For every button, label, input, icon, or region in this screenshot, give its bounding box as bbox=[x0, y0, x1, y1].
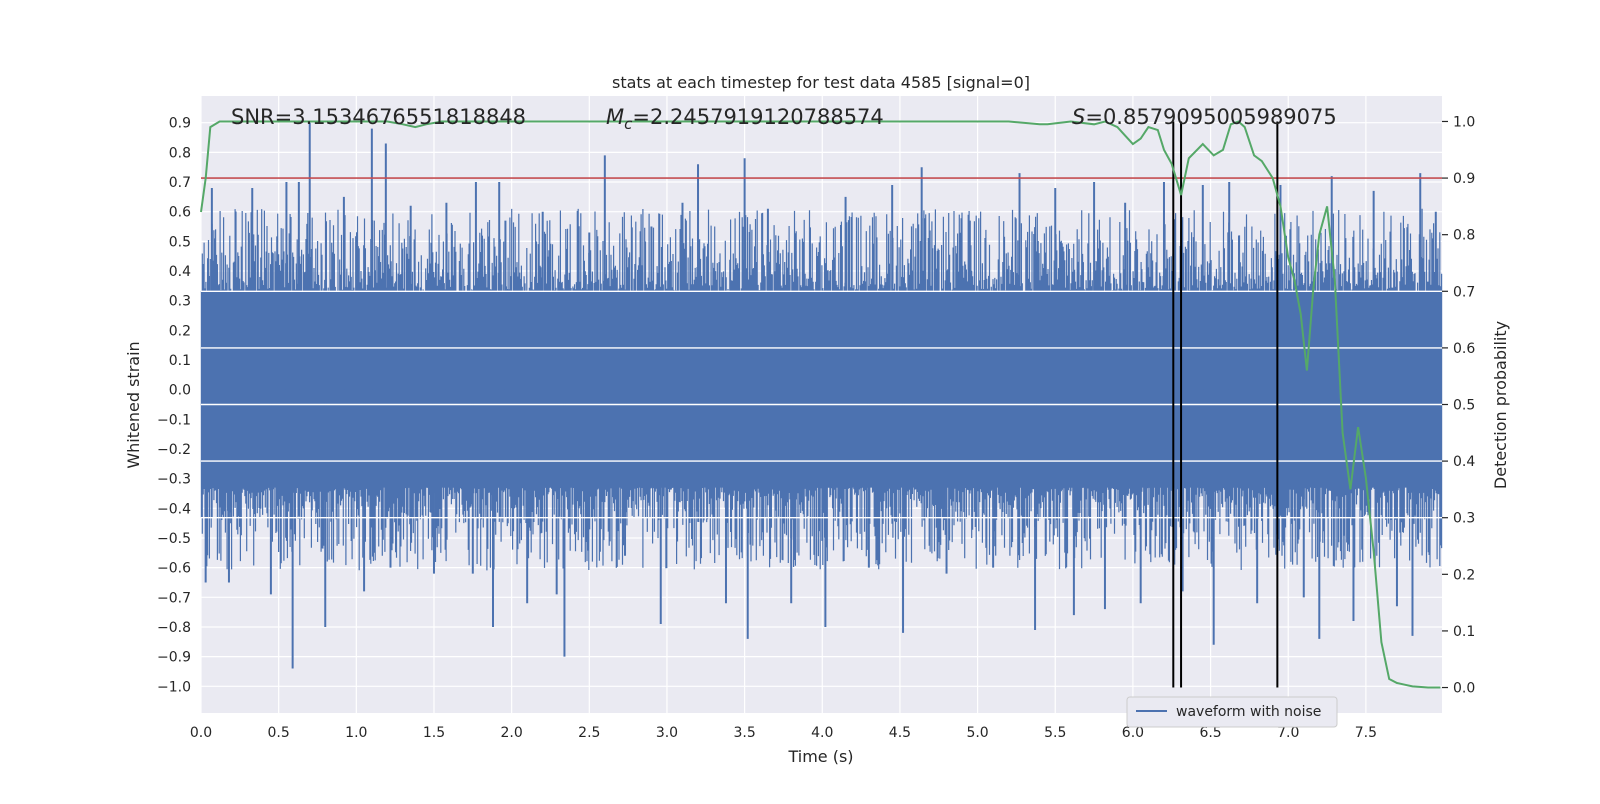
y-tick-label: 0.1 bbox=[169, 353, 191, 369]
y-tick-label: 0.6 bbox=[169, 205, 191, 221]
y-tick-label: −0.6 bbox=[157, 561, 191, 577]
s-symbol: S bbox=[1072, 105, 1085, 129]
legend: waveform with noise bbox=[1126, 696, 1338, 728]
grid-overlay bbox=[201, 290, 1442, 519]
waveform-series bbox=[200, 122, 1443, 669]
y-tick-label: −0.2 bbox=[157, 442, 191, 458]
legend-box bbox=[1126, 696, 1338, 728]
snr-annotation: SNR=3.1534676551818848 bbox=[231, 105, 526, 129]
x-tick-label: 0.5 bbox=[268, 725, 290, 741]
y2-tick-label: 0.3 bbox=[1453, 511, 1475, 527]
probability-series bbox=[200, 120, 1441, 689]
x-tick-label: 3.5 bbox=[733, 725, 755, 741]
chart-title: stats at each timestep for test data 458… bbox=[612, 73, 1030, 92]
probability-line bbox=[200, 120, 1441, 689]
y-tick-label: −0.5 bbox=[157, 531, 191, 547]
event-lines bbox=[1172, 121, 1279, 688]
y2-tick-label: 0.1 bbox=[1453, 624, 1475, 640]
x-tick-label: 5.0 bbox=[966, 725, 988, 741]
y-tick-label: −0.4 bbox=[157, 501, 191, 517]
y-tick-label: 0.2 bbox=[169, 323, 191, 339]
y-axis-right-ticks: 1.0 0.9 0.8 0.7 0.6 0.5 0.4 0.3 0.2 0.1 0.0 bbox=[1442, 114, 1475, 697]
y2-tick-label: 0.5 bbox=[1453, 398, 1475, 414]
y2-tick-label: 0.0 bbox=[1453, 681, 1475, 697]
y-tick-label: −0.1 bbox=[157, 412, 191, 428]
x-tick-label: 6.0 bbox=[1122, 725, 1144, 741]
x-axis-label: Time (s) bbox=[787, 747, 853, 766]
y2-tick-label: 0.8 bbox=[1453, 228, 1475, 244]
x-tick-label: 5.5 bbox=[1044, 725, 1066, 741]
mc-subscript: c bbox=[624, 115, 633, 133]
y2-tick-label: 0.9 bbox=[1453, 171, 1475, 187]
x-tick-label: 6.5 bbox=[1199, 725, 1221, 741]
y-tick-label: 0.7 bbox=[169, 175, 191, 191]
y-tick-label: 0.5 bbox=[169, 234, 191, 250]
y-tick-label: 0.8 bbox=[169, 145, 191, 161]
y2-tick-label: 0.2 bbox=[1453, 567, 1475, 583]
x-tick-label: 2.0 bbox=[501, 725, 523, 741]
mc-value: =2.2457919120788574 bbox=[632, 105, 883, 129]
x-tick-label: 3.0 bbox=[656, 725, 678, 741]
y-tick-label: −0.7 bbox=[157, 590, 191, 606]
y-tick-label: −0.8 bbox=[157, 620, 191, 636]
x-tick-label: 2.5 bbox=[578, 725, 600, 741]
y-tick-label: −0.3 bbox=[157, 472, 191, 488]
y-axis-right-label: Detection probability bbox=[1491, 321, 1510, 489]
y2-tick-label: 1.0 bbox=[1453, 114, 1475, 130]
legend-label: waveform with noise bbox=[1176, 704, 1321, 720]
y2-tick-label: 0.7 bbox=[1453, 284, 1475, 300]
x-tick-label: 0.0 bbox=[190, 725, 212, 741]
y-axis-ticks: 0.9 0.8 0.7 0.6 0.5 0.4 0.3 0.2 0.1 0.0 −0.1 −0.2 −0… bbox=[157, 116, 191, 696]
y2-tick-label: 0.6 bbox=[1453, 341, 1475, 357]
mc-annotation: Mc=2.2457919120788574 bbox=[606, 105, 884, 133]
s-annotation: S=0.8579095005989075 bbox=[1072, 105, 1337, 129]
y-tick-label: 0.3 bbox=[169, 294, 191, 310]
y-axis-label: Whitened strain bbox=[124, 341, 143, 468]
y-tick-label: 0.0 bbox=[169, 383, 191, 399]
y-tick-label: −0.9 bbox=[157, 650, 191, 666]
y-tick-label: 0.4 bbox=[169, 264, 191, 280]
x-tick-label: 7.0 bbox=[1277, 725, 1299, 741]
x-axis-ticks: 0.0 0.5 1.0 1.5 2.0 2.5 3.0 3.5 4.0 4.5 5.0 5.5 6.0 6… bbox=[190, 725, 1377, 741]
mc-symbol: M bbox=[606, 105, 624, 129]
y-tick-label: −1.0 bbox=[157, 679, 191, 695]
x-tick-label: 4.5 bbox=[889, 725, 911, 741]
x-tick-label: 1.5 bbox=[423, 725, 445, 741]
x-tick-label: 4.0 bbox=[811, 725, 833, 741]
y-tick-label: 0.9 bbox=[169, 116, 191, 132]
x-tick-label: 7.5 bbox=[1355, 725, 1377, 741]
y2-tick-label: 0.4 bbox=[1453, 454, 1475, 470]
x-tick-label: 1.0 bbox=[345, 725, 367, 741]
s-value: =0.8579095005989075 bbox=[1085, 105, 1336, 129]
